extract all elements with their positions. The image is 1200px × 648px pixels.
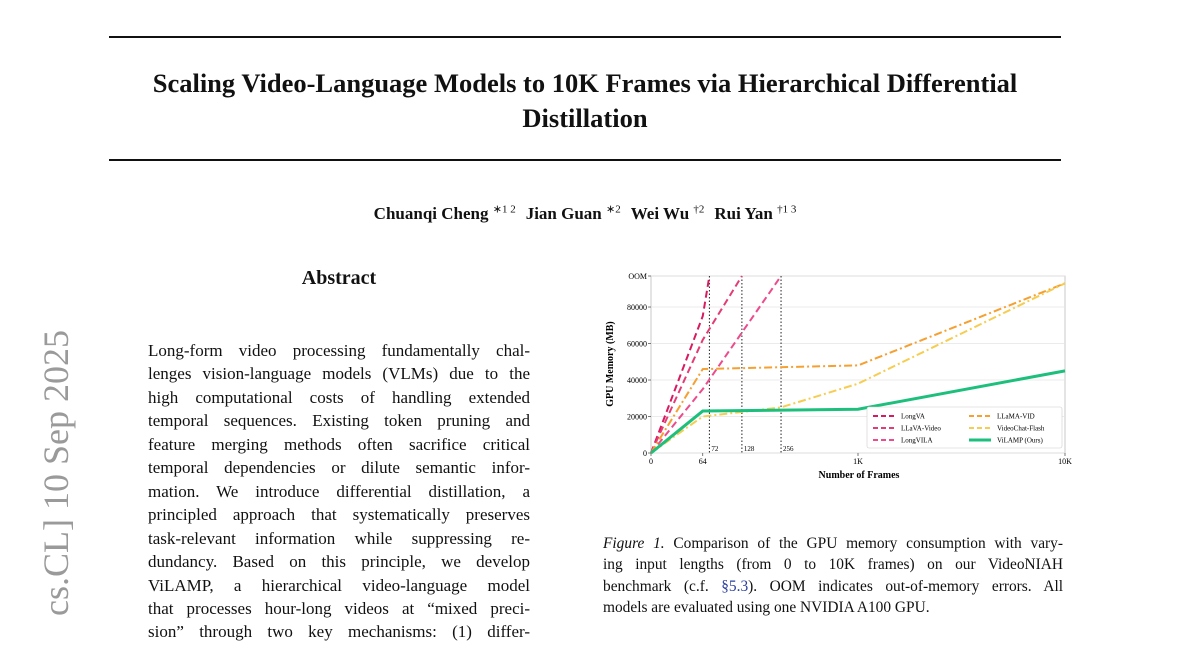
- abstract-line: ViLAMP, a hierarchical video-language mo…: [148, 575, 530, 595]
- legend-label: VideoChat-Flash: [997, 425, 1045, 433]
- abstract-line: mation. We introduce differential distil…: [148, 481, 530, 501]
- legend-label: LLaMA-VID: [997, 413, 1035, 421]
- abstract-line: Long-form video processing fundamentally…: [148, 341, 530, 360]
- author-affiliation: ∗1 2: [492, 203, 516, 215]
- abstract-line: that processes hour-long videos at “mixe…: [148, 598, 530, 618]
- abstract-line: temporal dependencies or dilute semantic…: [148, 458, 530, 478]
- abstract-heading: Abstract: [301, 267, 377, 289]
- x-tick-label: 1K: [853, 457, 863, 466]
- author: Jian Guan ∗2: [525, 203, 621, 223]
- abstract-line: high computational costs of handling ext…: [148, 387, 530, 407]
- legend-label: LLaVA-Video: [901, 425, 941, 433]
- series-line: [650, 275, 711, 454]
- author-affiliation: ∗2: [606, 203, 621, 215]
- caption-text: models are evaluated using one NVIDIA A1…: [603, 598, 930, 616]
- abstract-line: temporal sequences. Existing token pruni…: [148, 411, 530, 431]
- abstract-line: feature merging methods often sacrifice …: [148, 434, 530, 454]
- legend-label: LongVILA: [901, 437, 933, 445]
- section-link[interactable]: §5.3: [721, 577, 749, 595]
- author-name: Chuanqi Cheng: [373, 203, 489, 223]
- caption-line: benchmark (c.f. §5.3). OOM indicates out…: [603, 576, 1063, 597]
- legend-box: [866, 406, 1063, 449]
- paper-title: Scaling Video-Language Models to 10K Fra…: [109, 66, 1061, 136]
- author-affiliation: †1 3: [777, 203, 797, 215]
- marker-label: 128: [744, 445, 755, 453]
- abstract-line: sion” through two key mechanisms: (1) di…: [148, 622, 530, 642]
- author-name: Wei Wu: [630, 203, 690, 223]
- title-line: Distillation: [522, 103, 648, 133]
- author-name: Rui Yan: [714, 203, 773, 223]
- caption-line: Figure 1. Comparison of the GPU memory c…: [603, 533, 1063, 554]
- y-tick-label: 80000: [627, 303, 647, 312]
- series-line: [650, 275, 782, 454]
- caption-text: Comparison of the GPU memory consumption…: [673, 535, 1063, 552]
- series-line: [650, 282, 1066, 454]
- caption-text: benchmark (c.f.: [603, 577, 722, 595]
- y-tick-label: 40000: [627, 376, 647, 385]
- y-tick-label: 20000: [627, 413, 647, 422]
- legend-label: LongVA: [901, 413, 925, 421]
- series-line: [650, 282, 1066, 454]
- caption-line: ing input lengths (from 0 to 10K frames)…: [603, 554, 1063, 575]
- y-tick-label: OOM: [628, 272, 647, 281]
- x-tick-label: 10K: [1058, 457, 1072, 466]
- x-tick-label: 64: [699, 457, 707, 466]
- abstract: Long-form video processing fundamentally…: [148, 339, 530, 644]
- legend-label: ViLAMP (Ours): [997, 437, 1043, 445]
- series-line: [650, 369, 1066, 455]
- caption-label: Figure 1.: [603, 535, 665, 552]
- arxiv-stamp: cs.CL] 10 Sep 2025: [36, 330, 76, 616]
- marker-label: 256: [783, 445, 794, 453]
- x-axis-label: Number of Frames: [819, 470, 900, 481]
- y-axis-label: GPU Memory (MB): [605, 321, 616, 407]
- author-name: Jian Guan: [525, 203, 602, 223]
- figure-caption: Figure 1. Comparison of the GPU memory c…: [603, 533, 1063, 618]
- author: Wei Wu †2: [630, 203, 705, 223]
- series-line: [650, 275, 743, 454]
- author-affiliation: †2: [693, 203, 705, 215]
- x-tick-label: 0: [649, 457, 653, 466]
- y-tick-label: 0: [643, 449, 647, 458]
- author-list: Chuanqi Cheng ∗1 2 Jian Guan ∗2 Wei Wu †2 R…: [0, 202, 1170, 224]
- top-rule: [109, 36, 1061, 38]
- bottom-rule: [109, 159, 1061, 161]
- caption-line: models are evaluated using one NVIDIA A1…: [603, 597, 1063, 618]
- marker-label: 72: [711, 445, 719, 453]
- y-tick-label: 60000: [627, 340, 647, 349]
- author: Chuanqi Cheng ∗1 2: [373, 203, 516, 223]
- caption-text: ing input lengths (from 0 to 10K frames)…: [603, 556, 1063, 574]
- abstract-line: principled approach that systematically …: [148, 505, 530, 525]
- title-line: Scaling Video-Language Models to 10K Fra…: [152, 68, 1018, 98]
- caption-text: ). OOM indicates out-of-memory errors. A…: [748, 577, 1063, 595]
- abstract-line: lenges vision-language models (VLMs) due…: [148, 364, 530, 384]
- abstract-line: task-relevant information while suppress…: [148, 528, 530, 548]
- author: Rui Yan †1 3: [714, 203, 797, 223]
- abstract-line: dundancy. Based on this principle, we de…: [148, 552, 530, 572]
